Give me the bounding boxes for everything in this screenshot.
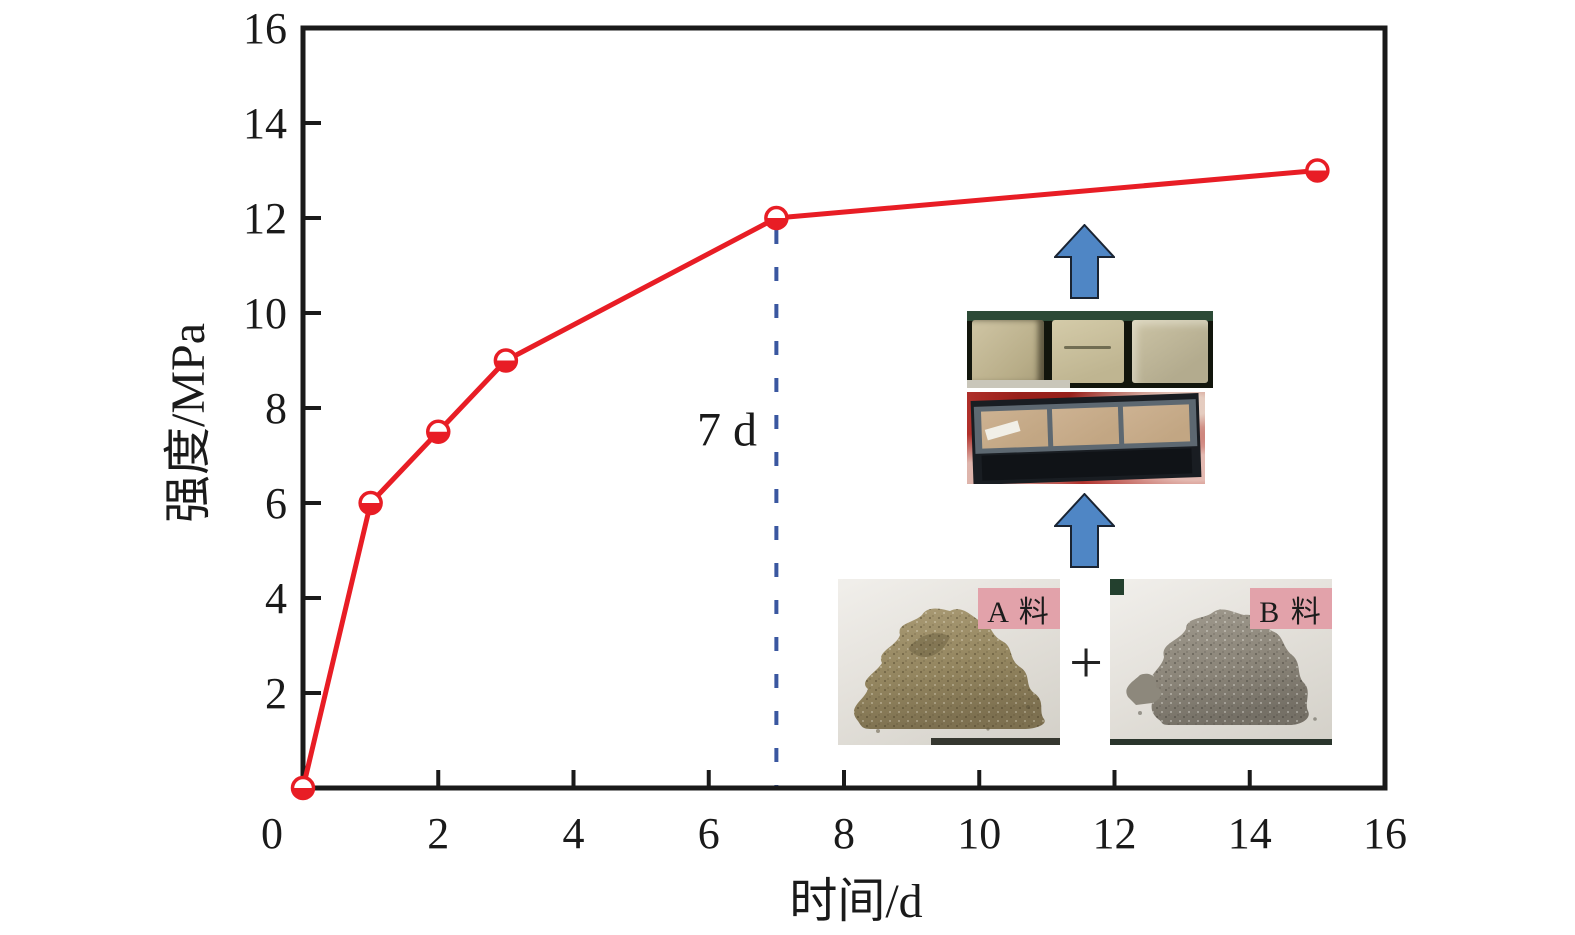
photo-background	[967, 380, 1071, 388]
mold-cell	[1051, 406, 1120, 446]
photo-background	[967, 311, 1213, 321]
y-tick-label: 10	[243, 289, 287, 338]
data-point-fill	[292, 788, 314, 799]
x-tick-label: 8	[833, 809, 855, 858]
data-point-fill	[427, 431, 449, 443]
up-arrow-icon	[1054, 493, 1115, 568]
x-tick-label: 4	[563, 809, 585, 858]
powder-b-pile	[1126, 609, 1317, 725]
x-tick-label: 16	[1363, 809, 1407, 858]
specimen-cube	[972, 320, 1044, 383]
mold-body	[970, 392, 1202, 484]
y-axis-label: 强度/MPa	[162, 322, 215, 524]
chart-line	[300, 168, 1318, 789]
x-tick-label: 12	[1093, 809, 1137, 858]
powder-a-photo: A 料	[838, 579, 1060, 745]
x-tick-label: 14	[1228, 809, 1272, 858]
x-tick-label: 0	[261, 809, 283, 858]
cube-specimens-photo	[967, 311, 1213, 388]
x-tick-label: 2	[427, 809, 449, 858]
data-point-fill	[495, 360, 517, 372]
specimen-cube	[1052, 320, 1124, 383]
powder-a-pile	[853, 608, 1045, 733]
mold-rim	[973, 398, 1198, 454]
powder-a-label: A 料	[978, 588, 1060, 629]
mold-cell	[1122, 403, 1190, 444]
mold-cell	[981, 408, 1049, 448]
mold-photo	[967, 392, 1205, 484]
photo-edge	[1110, 579, 1124, 595]
data-point-fill	[360, 503, 382, 514]
annotation-7d: 7 d	[697, 403, 757, 457]
y-tick-label: 6	[265, 479, 287, 528]
x-tick-label: 10	[957, 809, 1001, 858]
data-point-fill	[765, 218, 787, 229]
photo-edge	[931, 738, 1060, 745]
mold-legs	[981, 448, 1193, 481]
plus-sign: +	[1069, 629, 1103, 696]
specimen-tag	[984, 419, 1021, 440]
y-tick-label: 12	[243, 194, 287, 243]
powder-b-photo: B 料	[1110, 579, 1332, 745]
powder-b-label: B 料	[1250, 588, 1332, 629]
y-tick-label: 4	[265, 574, 287, 623]
y-tick-label: 8	[265, 384, 287, 433]
specimen-crack	[1063, 346, 1112, 350]
up-arrow-icon	[1054, 224, 1115, 299]
photo-edge	[1110, 739, 1332, 745]
y-tick-label: 16	[243, 4, 287, 53]
y-tick-label: 14	[243, 99, 287, 148]
specimen-cube	[1132, 320, 1208, 383]
x-axis-label: 时间/d	[789, 875, 923, 928]
data-point-fill	[1306, 170, 1328, 182]
y-tick-label: 2	[265, 669, 287, 718]
x-tick-label: 6	[698, 809, 720, 858]
